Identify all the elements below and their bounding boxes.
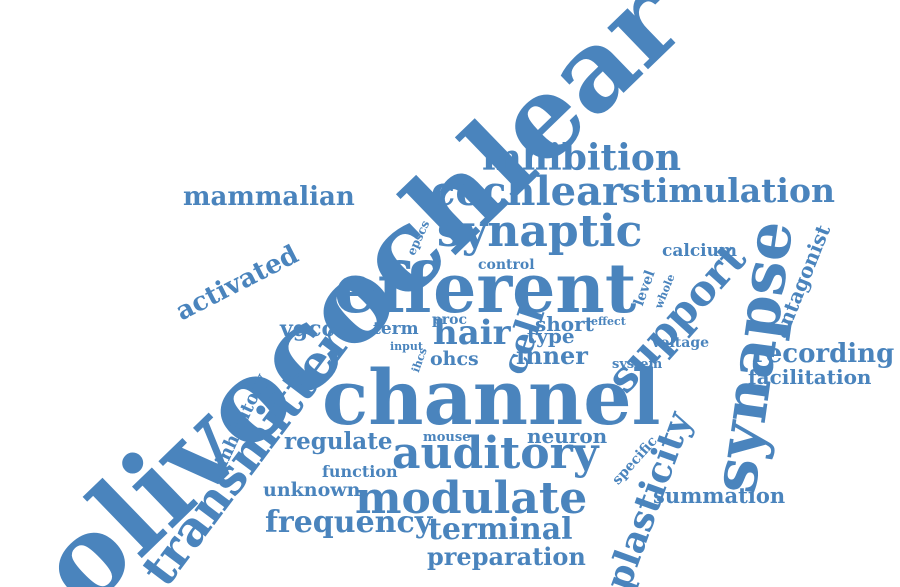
word-term: term: [373, 319, 419, 339]
word-calcium: calcium: [662, 241, 737, 261]
word-vgccs: vgccs: [280, 316, 348, 342]
word-summation: summation: [653, 483, 786, 508]
word-cochlear: cochlear: [431, 168, 624, 215]
word-inner: inner: [516, 341, 588, 370]
word-neuron: neuron: [527, 424, 608, 448]
word-facilitation: facilitation: [748, 365, 872, 389]
word-input: input: [390, 340, 423, 353]
word-control: control: [478, 257, 535, 273]
word-system: system: [612, 357, 663, 372]
word-voltage: voltage: [652, 335, 710, 351]
word-effect: effect: [591, 315, 626, 328]
word-channel: channel: [322, 353, 661, 442]
word-synaptic: synaptic: [437, 206, 643, 257]
word-function: function: [322, 462, 398, 481]
word-unknown: unknown: [263, 479, 361, 501]
word-short: short: [535, 312, 594, 336]
word-inhibition: inhibition: [482, 137, 682, 179]
word-frequency: frequency: [265, 505, 433, 540]
word-mammalian: mammalian: [183, 182, 355, 212]
word-terminal: terminal: [428, 512, 573, 547]
word-stimulation: stimulation: [622, 171, 835, 210]
word-auditory: auditory: [392, 428, 599, 479]
word-proc: proc: [432, 312, 468, 328]
word-efferent: efferent: [334, 249, 637, 329]
word-modulate: modulate: [355, 473, 588, 524]
word-type: type: [527, 324, 575, 348]
word-mouse: mouse: [423, 430, 471, 445]
word-ohcs: ohcs: [430, 348, 479, 370]
word-recording: recording: [752, 339, 895, 369]
word-preparation: preparation: [427, 542, 586, 571]
word-regulate: regulate: [284, 428, 393, 455]
word-hair: hair: [433, 313, 511, 353]
